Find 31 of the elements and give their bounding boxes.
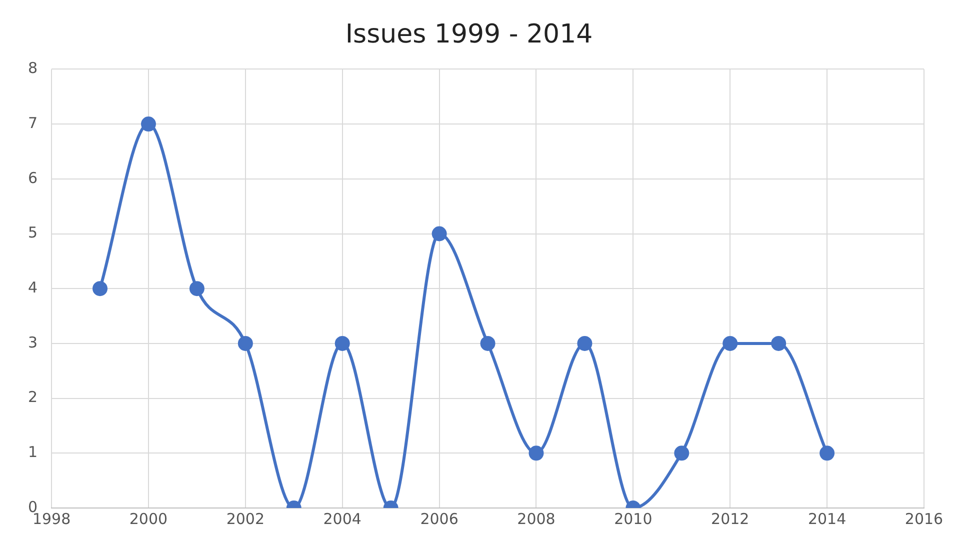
point <box>674 446 690 461</box>
x-tick-label: 2010 <box>614 510 652 528</box>
y-tick-label: 8 <box>28 59 38 78</box>
point <box>722 336 738 351</box>
point <box>820 446 835 461</box>
x-tick-label: 2012 <box>711 510 750 528</box>
y-tick-label: 5 <box>28 224 38 242</box>
chart-title: Issues 1999 - 2014 <box>345 19 593 50</box>
point <box>189 281 204 296</box>
point <box>334 336 350 351</box>
y-tick-label: 3 <box>28 333 38 352</box>
x-tick-label: 2014 <box>808 510 846 528</box>
x-tick-label: 2008 <box>517 510 556 528</box>
point <box>238 336 253 351</box>
point <box>528 446 544 461</box>
point <box>771 336 786 351</box>
y-tick-label: 2 <box>28 388 38 406</box>
x-tick-label: 2000 <box>129 510 168 528</box>
point <box>92 281 108 296</box>
x-tick-label: 2016 <box>904 510 944 528</box>
point <box>577 336 592 351</box>
y-tick-label: 4 <box>28 278 38 296</box>
point <box>480 336 496 351</box>
x-tick-label: 2006 <box>420 510 458 528</box>
x-tick-label: 2004 <box>323 510 362 528</box>
y-tick-label: 1 <box>28 443 38 462</box>
x-tick-label: 2002 <box>226 510 265 528</box>
point <box>432 226 447 242</box>
y-tick-label: 7 <box>28 114 38 132</box>
point <box>140 116 156 132</box>
y-tick-label: 6 <box>28 168 38 187</box>
